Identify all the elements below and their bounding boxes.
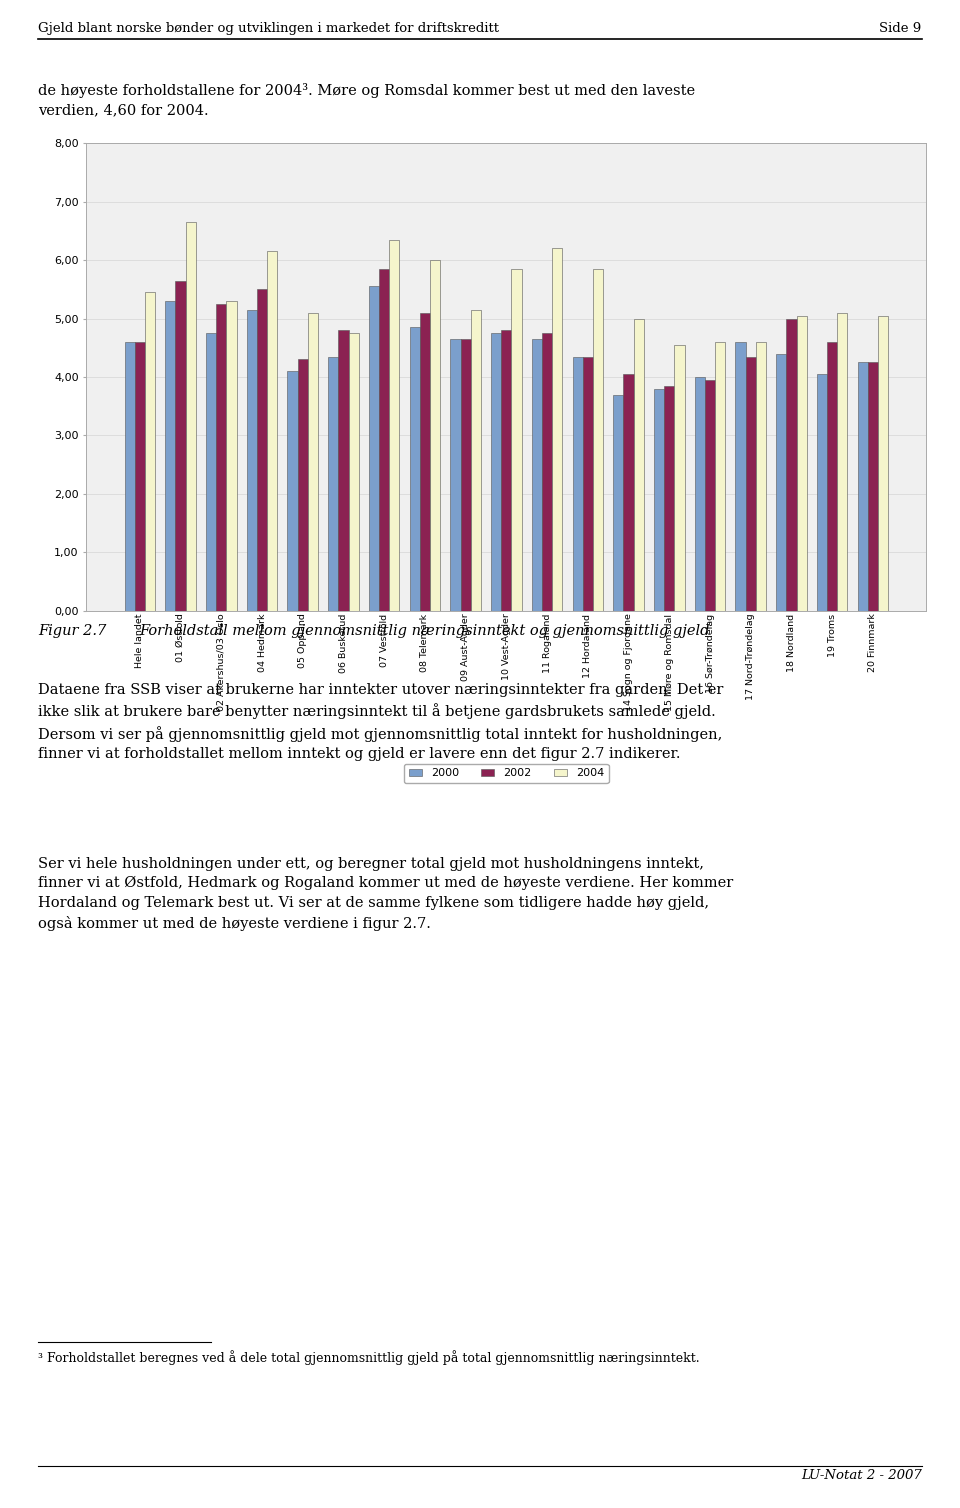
Bar — [287, 371, 298, 611]
Bar — [623, 374, 634, 611]
Bar — [777, 354, 786, 611]
Bar — [247, 309, 257, 611]
Bar — [185, 222, 196, 611]
Bar — [746, 356, 756, 611]
Bar — [583, 356, 593, 611]
Bar — [613, 395, 623, 611]
Bar — [634, 318, 644, 611]
Bar — [878, 315, 888, 611]
Bar — [695, 377, 705, 611]
Bar — [430, 261, 441, 611]
Bar — [298, 359, 308, 611]
Bar — [868, 362, 878, 611]
Bar — [542, 333, 552, 611]
Text: Gjeld blant norske bønder og utviklingen i markedet for driftskreditt: Gjeld blant norske bønder og utviklingen… — [38, 21, 499, 35]
Bar — [705, 380, 715, 611]
Bar — [512, 268, 521, 611]
Bar — [134, 342, 145, 611]
Bar — [470, 309, 481, 611]
Bar — [857, 362, 868, 611]
Bar — [461, 339, 470, 611]
Bar — [817, 374, 828, 611]
Bar — [797, 315, 806, 611]
Bar — [756, 342, 766, 611]
Text: Figur 2.7: Figur 2.7 — [38, 624, 107, 638]
Bar — [828, 342, 837, 611]
Bar — [420, 312, 430, 611]
Bar — [125, 342, 134, 611]
Bar — [338, 330, 348, 611]
Bar — [206, 333, 216, 611]
Bar — [410, 327, 420, 611]
Bar — [654, 389, 664, 611]
Bar — [572, 356, 583, 611]
Text: de høyeste forholdstallene for 2004³. Møre og Romsdal kommer best ut med den lav: de høyeste forholdstallene for 2004³. Mø… — [38, 83, 696, 118]
Bar — [450, 339, 461, 611]
Bar — [715, 342, 726, 611]
Bar — [328, 356, 339, 611]
Bar — [552, 249, 563, 611]
Bar — [369, 287, 379, 611]
Bar — [348, 333, 359, 611]
Bar — [308, 312, 318, 611]
Text: Dataene fra SSB viser at brukerne har inntekter utover næringsinntekter fra gard: Dataene fra SSB viser at brukerne har in… — [38, 683, 724, 762]
Bar — [176, 280, 185, 611]
Bar — [216, 305, 227, 611]
Bar — [165, 302, 176, 611]
Bar — [379, 268, 390, 611]
Bar — [593, 268, 603, 611]
Bar — [674, 345, 684, 611]
Text: Forholdstall mellom gjennomsnittlig næringsinntekt og gjennomsnittlig gjeld: Forholdstall mellom gjennomsnittlig næri… — [139, 624, 709, 638]
Text: Side 9: Side 9 — [879, 21, 922, 35]
Bar — [257, 290, 267, 611]
Legend: 2000, 2002, 2004: 2000, 2002, 2004 — [404, 765, 609, 783]
Text: Ser vi hele husholdningen under ett, og beregner total gjeld mot husholdningens : Ser vi hele husholdningen under ett, og … — [38, 857, 733, 930]
Bar — [390, 240, 399, 611]
Text: LU-Notat 2 - 2007: LU-Notat 2 - 2007 — [801, 1469, 922, 1482]
Bar — [227, 302, 236, 611]
Bar — [532, 339, 542, 611]
Bar — [664, 386, 674, 611]
Bar — [492, 333, 501, 611]
Bar — [837, 312, 848, 611]
Bar — [501, 330, 512, 611]
Bar — [735, 342, 746, 611]
Text: ³ Forholdstallet beregnes ved å dele total gjennomsnittlig gjeld på total gjenno: ³ Forholdstallet beregnes ved å dele tot… — [38, 1350, 700, 1365]
Bar — [267, 252, 277, 611]
Bar — [145, 293, 156, 611]
Bar — [786, 318, 797, 611]
